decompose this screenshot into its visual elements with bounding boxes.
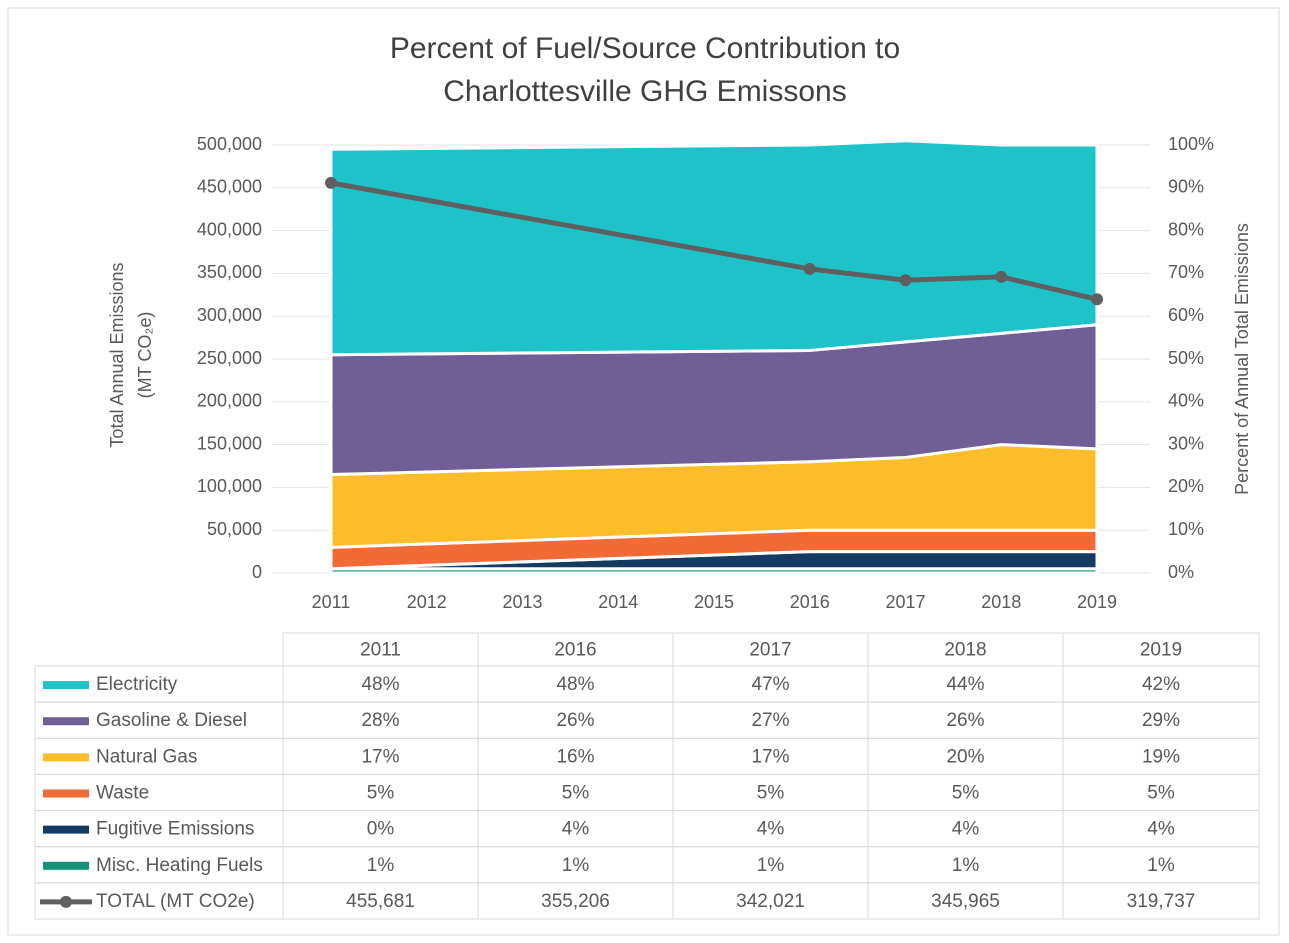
- table-value: 1%: [1147, 855, 1175, 876]
- table-value: 5%: [562, 783, 590, 804]
- table-value: 28%: [361, 710, 399, 731]
- y2-tick-label: 40%: [1168, 391, 1204, 411]
- y-tick-label: 350,000: [197, 262, 262, 282]
- legend-label: TOTAL (MT CO2e): [96, 891, 255, 912]
- y-tick-label: 500,000: [197, 134, 262, 154]
- table-cell: [1062, 882, 1260, 920]
- table-value: 29%: [1142, 710, 1180, 731]
- x-tick-label: 2016: [790, 592, 830, 612]
- table-value: 42%: [1142, 674, 1180, 695]
- total-marker: [325, 176, 337, 189]
- table-value: 20%: [946, 746, 984, 767]
- table-value: 0%: [367, 819, 395, 840]
- y-tick-label: 300,000: [197, 305, 262, 325]
- legend-swatch: [43, 717, 89, 726]
- y2-tick-label: 100%: [1168, 134, 1214, 154]
- total-marker: [1091, 293, 1103, 306]
- table-value: 4%: [562, 819, 590, 840]
- table-value: 319,737: [1127, 891, 1196, 912]
- y-axis-label: Total Annual Emissions: [107, 262, 127, 447]
- table-value: 5%: [1147, 783, 1175, 804]
- table-value: 1%: [757, 855, 785, 876]
- y2-tick-label: 70%: [1168, 262, 1204, 282]
- y-tick-label: 150,000: [197, 433, 262, 453]
- legend-label: Gasoline & Diesel: [96, 710, 247, 731]
- y2-tick-label: 60%: [1168, 305, 1204, 325]
- legend-label: Natural Gas: [96, 746, 197, 767]
- legend-label: Misc. Heating Fuels: [96, 855, 263, 876]
- table-value: 5%: [367, 783, 395, 804]
- table-value: 44%: [946, 674, 984, 695]
- table-value: 48%: [361, 674, 399, 695]
- table-value: 5%: [952, 783, 980, 804]
- table-value: 4%: [952, 819, 980, 840]
- x-tick-label: 2014: [598, 592, 638, 612]
- y2-tick-label: 80%: [1168, 219, 1204, 239]
- legend-label: Electricity: [96, 674, 178, 695]
- y2-tick-label: 30%: [1168, 433, 1204, 453]
- legend-swatch: [43, 681, 89, 690]
- table-value: 17%: [751, 746, 789, 767]
- table-value: 5%: [757, 783, 785, 804]
- table-value: 19%: [1142, 746, 1180, 767]
- table-value: 48%: [556, 674, 594, 695]
- table-value: 1%: [952, 855, 980, 876]
- y-tick-label: 250,000: [197, 348, 262, 368]
- y2-axis-label: Percent of Annual Total Emissions: [1232, 223, 1252, 495]
- table-value: 4%: [1147, 819, 1175, 840]
- y-tick-label: 0: [252, 562, 262, 582]
- table-value: 27%: [751, 710, 789, 731]
- table-value: 16%: [556, 746, 594, 767]
- y2-tick-label: 10%: [1168, 519, 1204, 539]
- chart-title: Percent of Fuel/Source Contribution to: [390, 32, 900, 65]
- table-value: 355,206: [541, 891, 610, 912]
- y-tick-label: 450,000: [197, 177, 262, 197]
- table-value: 345,965: [931, 891, 1000, 912]
- table-header: 2011: [360, 640, 401, 661]
- table-header: 2019: [1140, 640, 1182, 661]
- table-value: 47%: [751, 674, 789, 695]
- table-value: 4%: [757, 819, 785, 840]
- x-tick-label: 2019: [1077, 592, 1117, 612]
- table-value: 1%: [367, 855, 395, 876]
- x-tick-label: 2017: [885, 592, 925, 612]
- y2-tick-label: 0%: [1168, 562, 1194, 582]
- y-tick-label: 200,000: [197, 391, 262, 411]
- legend-swatch: [43, 861, 89, 870]
- x-tick-label: 2015: [694, 592, 734, 612]
- table-value: 342,021: [736, 891, 805, 912]
- table-value: 455,681: [346, 891, 415, 912]
- table-header: 2018: [944, 640, 986, 661]
- table-value: 26%: [946, 710, 984, 731]
- area: [329, 139, 1099, 357]
- y-tick-label: 100,000: [197, 476, 262, 496]
- total-marker: [995, 270, 1008, 283]
- table-header: 2016: [554, 640, 596, 661]
- legend-swatch: [43, 789, 89, 798]
- table-header: 2017: [749, 640, 791, 661]
- y-axis-label: (MT CO₂e): [135, 312, 155, 399]
- legend-label: Fugitive Emissions: [96, 819, 254, 840]
- table-value: 17%: [361, 746, 399, 767]
- x-tick-label: 2011: [312, 592, 351, 612]
- legend-label: Waste: [96, 783, 149, 804]
- y-tick-label: 50,000: [207, 519, 262, 539]
- y2-tick-label: 90%: [1168, 177, 1204, 197]
- total-marker: [803, 262, 816, 275]
- y2-tick-label: 20%: [1168, 476, 1204, 496]
- legend-swatch: [43, 753, 89, 762]
- legend-swatch: [43, 825, 89, 834]
- x-tick-label: 2018: [981, 592, 1021, 612]
- legend-swatch: [60, 895, 72, 908]
- y-tick-label: 400,000: [197, 219, 262, 239]
- y2-tick-label: 50%: [1168, 348, 1204, 368]
- table-value: 26%: [556, 710, 594, 731]
- chart-title: Charlottesville GHG Emissons: [443, 75, 846, 108]
- x-tick-label: 2012: [407, 592, 447, 612]
- x-tick-label: 2013: [502, 592, 542, 612]
- total-marker: [899, 274, 912, 287]
- table-value: 1%: [562, 855, 590, 876]
